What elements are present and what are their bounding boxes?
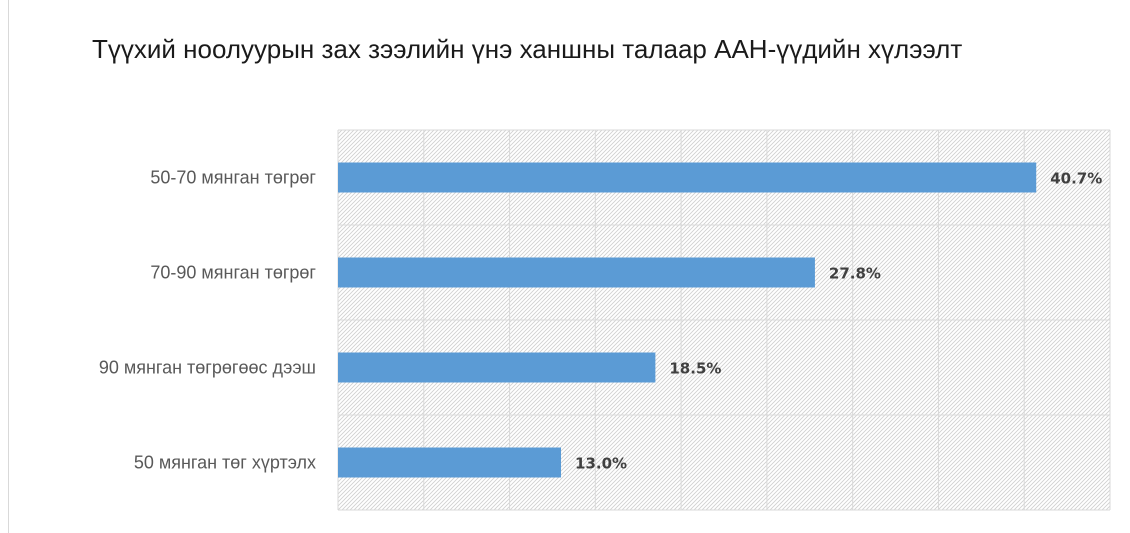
- data-label: 40.7%: [1050, 170, 1102, 188]
- bars: [338, 162, 1037, 478]
- data-label: 18.5%: [669, 360, 721, 378]
- data-label: 13.0%: [575, 455, 627, 473]
- grid-lines: [337, 129, 1111, 511]
- bar: [338, 352, 656, 383]
- bar: [338, 162, 1037, 193]
- chart-frame-edge: [8, 0, 9, 533]
- bar: [338, 257, 815, 288]
- category-label: 90 мянган төгрөгөөс дээш: [99, 358, 316, 378]
- category-label: 50-70 мянган төгрөг: [150, 168, 316, 188]
- category-label: 70-90 мянган төгрөг: [150, 263, 316, 283]
- category-label: 50 мянган төг хүртэлх: [134, 453, 316, 473]
- labels: 50-70 мянган төгрөг 40.7% 70-90 мянган төг…: [99, 168, 1102, 473]
- data-label: 27.8%: [829, 265, 881, 283]
- bar: [338, 447, 562, 478]
- chart-title: Түүхий ноолуурын зах зээлийн үнэ ханшны …: [92, 34, 963, 64]
